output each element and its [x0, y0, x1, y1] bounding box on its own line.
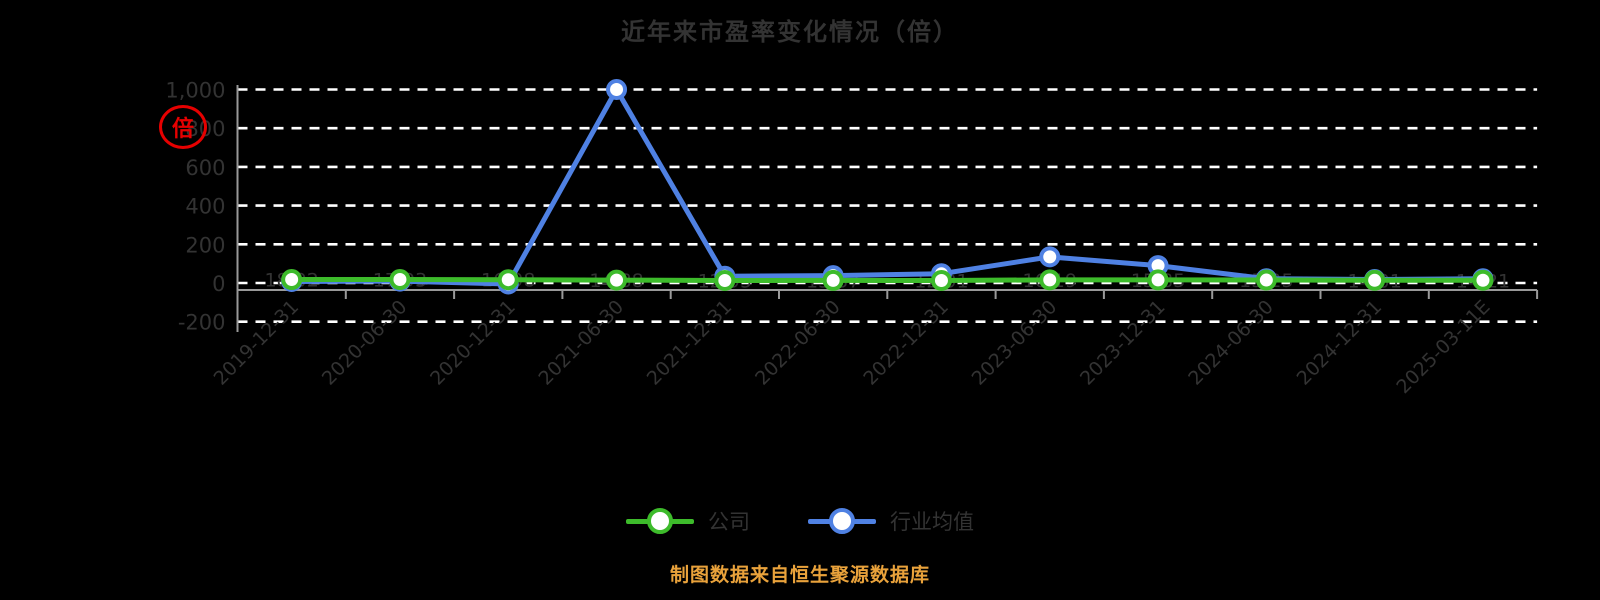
chart-title: 近年来市盈率变化情况（倍）	[621, 18, 959, 46]
y-tick-label: 600	[185, 156, 225, 180]
company-line-marker-icon	[626, 507, 694, 535]
x-tick-label: 2023-06-30	[968, 296, 1062, 390]
unit-stamp-icon: 倍	[159, 105, 207, 149]
data-point-company[interactable]	[497, 269, 519, 291]
data-point-industry[interactable]	[606, 79, 628, 100]
x-tick-label: 2024-12-31	[1293, 296, 1387, 390]
series-line-industry	[291, 87, 1483, 287]
legend: 公司 行业均值	[0, 506, 1600, 536]
data-point-company[interactable]	[1364, 269, 1386, 291]
x-tick-label: 2020-12-31	[426, 296, 520, 390]
x-tick-label: 2024-06-30	[1184, 296, 1278, 390]
x-tick-label: 2021-06-30	[534, 296, 628, 390]
industry-line-marker-icon	[808, 507, 876, 535]
x-tick-label: 2022-06-30	[751, 296, 845, 390]
data-source-note: 制图数据来自恒生聚源数据库	[669, 564, 930, 586]
legend-dot-swatch	[647, 508, 673, 534]
y-tick-label: 1,000	[165, 79, 225, 103]
series-line-company	[291, 277, 1483, 284]
data-point-company[interactable]	[606, 269, 628, 291]
x-tick-label: 2020-06-30	[318, 296, 412, 390]
data-point-company[interactable]	[281, 269, 303, 291]
legend-dot-swatch	[829, 508, 855, 534]
legend-label-industry-average: 行业均值	[890, 510, 974, 534]
y-tick-label: 400	[185, 195, 225, 219]
legend-item-company[interactable]: 公司	[626, 506, 750, 536]
x-tick-label: 2021-12-31	[643, 296, 737, 390]
legend-item-industry-average[interactable]: 行业均值	[808, 506, 974, 536]
y-tick-label: 0	[212, 272, 225, 296]
data-point-company[interactable]	[1147, 269, 1169, 291]
x-tick-label: 2025-03-11E	[1392, 296, 1494, 398]
y-tick-label: -200	[178, 311, 226, 335]
data-point-company[interactable]	[822, 269, 844, 291]
legend-label-company: 公司	[708, 510, 750, 534]
data-point-company[interactable]	[1255, 269, 1277, 291]
data-point-company[interactable]	[714, 269, 736, 291]
data-point-company[interactable]	[1039, 269, 1061, 291]
x-tick-label: 2022-12-31	[859, 296, 953, 390]
y-tick-label: 200	[185, 233, 225, 257]
data-point-industry[interactable]	[1039, 246, 1061, 268]
data-point-company[interactable]	[389, 269, 411, 291]
data-point-company[interactable]	[930, 270, 952, 292]
data-point-company[interactable]	[1472, 269, 1494, 291]
x-tick-label: 2023-12-31	[1076, 296, 1170, 390]
